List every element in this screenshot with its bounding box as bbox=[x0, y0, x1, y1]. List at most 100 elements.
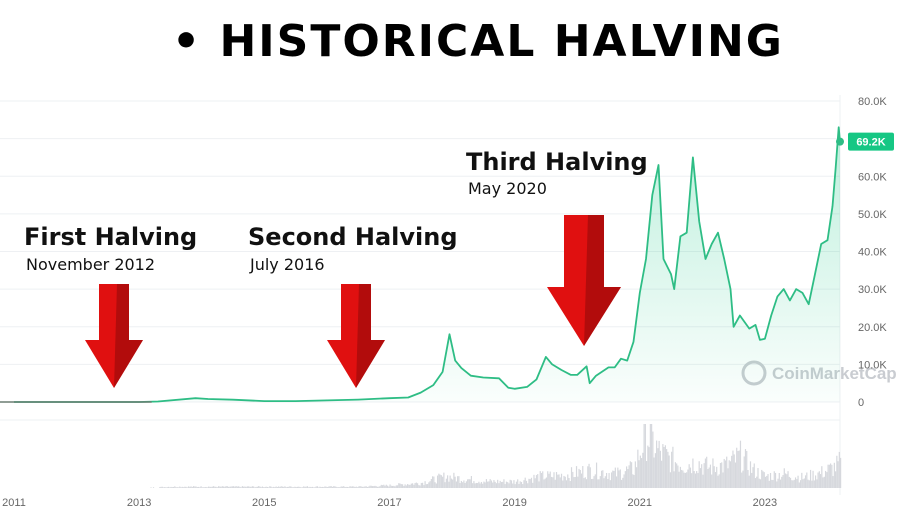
volume-bar bbox=[729, 461, 732, 488]
volume-bar bbox=[170, 486, 172, 488]
volume-bars bbox=[150, 424, 842, 488]
volume-bar bbox=[388, 486, 390, 488]
volume-bar bbox=[515, 481, 518, 488]
volume-bar bbox=[399, 483, 401, 488]
volume-bar bbox=[688, 464, 690, 488]
volume-bar bbox=[204, 487, 206, 488]
volume-bar bbox=[799, 480, 802, 488]
volume-bar bbox=[573, 477, 575, 488]
volume-bar bbox=[549, 471, 551, 488]
volume-bar bbox=[677, 465, 679, 488]
volume-bar bbox=[686, 472, 688, 488]
volume-bar bbox=[248, 486, 250, 488]
volume-bar bbox=[171, 487, 173, 488]
volume-bar bbox=[380, 484, 382, 488]
volume-bar bbox=[769, 472, 772, 488]
volume-bar bbox=[174, 486, 176, 488]
volume-bar bbox=[274, 487, 276, 488]
volume-bar bbox=[316, 486, 319, 488]
volume-bar bbox=[726, 456, 728, 488]
volume-bar bbox=[384, 485, 386, 488]
volume-bar bbox=[533, 474, 535, 488]
volume-bar bbox=[381, 485, 384, 488]
volume-bar bbox=[569, 481, 571, 488]
volume-bar bbox=[777, 478, 779, 488]
volume-bar bbox=[254, 487, 256, 488]
volume-bar bbox=[522, 484, 524, 488]
volume-bar bbox=[330, 486, 332, 488]
volume-bar bbox=[751, 472, 753, 488]
volume-bar bbox=[567, 474, 569, 488]
volume-bar bbox=[421, 482, 424, 488]
volume-bar bbox=[774, 472, 777, 488]
volume-bar bbox=[328, 486, 330, 488]
volume-bar bbox=[638, 460, 640, 488]
volume-bar bbox=[662, 444, 664, 488]
volume-bar bbox=[580, 473, 583, 488]
volume-bar bbox=[293, 487, 295, 488]
halving-title: Third Halving bbox=[466, 148, 648, 176]
volume-bar bbox=[400, 484, 402, 488]
volume-bar bbox=[728, 460, 730, 488]
volume-bar bbox=[734, 462, 737, 488]
volume-bar bbox=[410, 483, 412, 488]
volume-bar bbox=[572, 471, 574, 488]
volume-bar bbox=[207, 486, 210, 488]
volume-bar bbox=[360, 486, 362, 488]
volume-bar bbox=[605, 472, 608, 488]
volume-bar bbox=[796, 479, 798, 488]
volume-bar bbox=[437, 475, 439, 488]
volume-bar bbox=[159, 487, 161, 488]
volume-bar bbox=[450, 478, 452, 488]
volume-bar bbox=[279, 486, 281, 488]
volume-bar bbox=[773, 471, 775, 488]
volume-bar bbox=[752, 467, 754, 488]
volume-bar bbox=[656, 440, 658, 488]
volume-bar bbox=[528, 478, 530, 488]
volume-bar bbox=[592, 478, 594, 488]
volume-bar bbox=[255, 486, 257, 488]
down-arrow-shade bbox=[584, 215, 621, 346]
volume-bar bbox=[334, 486, 336, 488]
volume-bar bbox=[433, 476, 435, 488]
volume-bar bbox=[833, 462, 835, 488]
x-tick-label: 2015 bbox=[252, 497, 276, 509]
volume-bar bbox=[772, 480, 774, 488]
volume-bar bbox=[552, 477, 554, 488]
volume-bar bbox=[485, 479, 488, 488]
volume-bar bbox=[811, 480, 813, 488]
volume-bar bbox=[788, 476, 790, 488]
volume-bar bbox=[518, 483, 520, 488]
volume-bar bbox=[273, 486, 275, 488]
volume-bar bbox=[374, 485, 376, 488]
volume-bar bbox=[838, 451, 840, 488]
volume-bar bbox=[644, 424, 646, 488]
volume-bar bbox=[331, 486, 334, 488]
volume-bar bbox=[321, 486, 324, 488]
volume-bar bbox=[746, 450, 748, 488]
volume-bar bbox=[484, 482, 486, 488]
volume-bar bbox=[761, 469, 763, 488]
price-badge-bg bbox=[848, 132, 894, 151]
volume-bar bbox=[478, 481, 480, 488]
volume-bar bbox=[260, 487, 262, 488]
volume-bar bbox=[423, 485, 425, 488]
volume-bar bbox=[513, 480, 515, 488]
volume-bar bbox=[192, 486, 195, 488]
volume-bar bbox=[582, 466, 584, 488]
volume-bar bbox=[452, 479, 454, 488]
volume-bar bbox=[268, 487, 270, 488]
volume-bar bbox=[319, 486, 321, 488]
volume-bar bbox=[809, 469, 812, 488]
volume-bar bbox=[508, 483, 510, 488]
volume-bar bbox=[807, 479, 809, 488]
volume-bar bbox=[442, 476, 444, 488]
volume-bar bbox=[245, 486, 247, 488]
volume-bar bbox=[623, 474, 625, 488]
volume-bar bbox=[285, 487, 287, 488]
volume-bar bbox=[524, 477, 526, 488]
volume-bar bbox=[390, 485, 392, 488]
volume-bar bbox=[512, 483, 514, 488]
volume-bar bbox=[492, 482, 494, 488]
volume-bar bbox=[308, 487, 310, 488]
